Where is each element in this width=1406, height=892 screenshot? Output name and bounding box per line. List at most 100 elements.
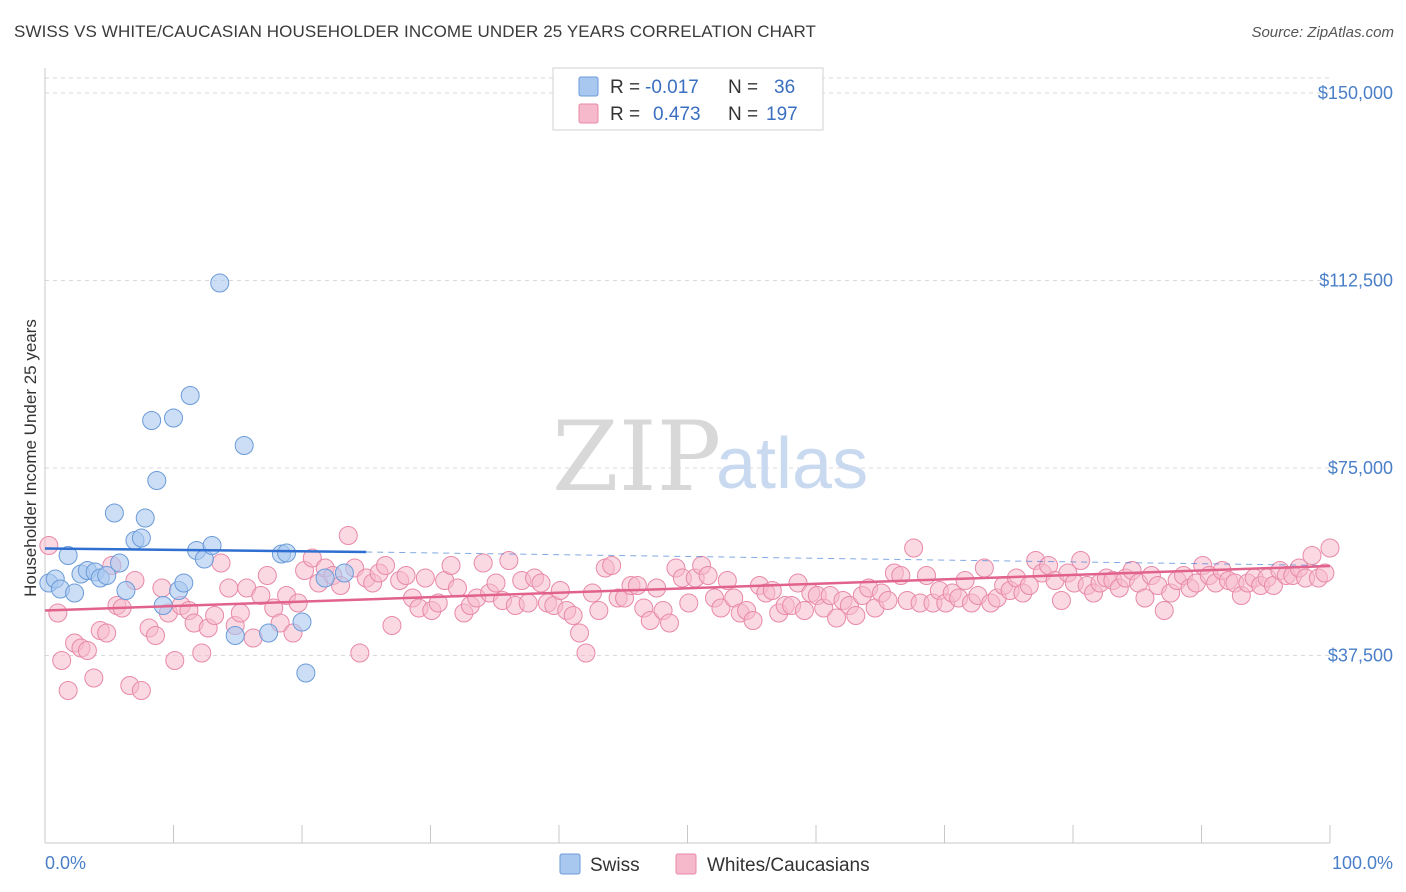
white-point	[563, 606, 583, 625]
white-point	[1154, 601, 1174, 620]
swiss-point	[97, 566, 117, 585]
white-point	[165, 651, 185, 670]
white-point	[846, 606, 866, 625]
swiss-point	[234, 436, 254, 455]
white-point	[974, 558, 994, 578]
white-point	[48, 603, 68, 623]
watermark: ZIP atlas	[552, 401, 868, 513]
y-tick-label: $150,000	[1318, 83, 1393, 103]
x-tick-label-start: 0.0%	[45, 853, 86, 873]
white-point	[473, 553, 493, 573]
white-point	[955, 571, 975, 590]
axes	[44, 68, 1331, 844]
white-point	[396, 566, 416, 585]
swiss-point	[65, 583, 85, 603]
white-point	[717, 571, 737, 590]
white-point	[518, 593, 538, 613]
white-point	[1135, 588, 1155, 608]
legend-n-label-white: N =	[728, 104, 758, 125]
white-point	[52, 651, 72, 670]
white-point	[441, 556, 461, 575]
white-point	[58, 681, 78, 700]
swiss-series-points	[39, 273, 354, 683]
white-point	[211, 553, 231, 573]
legend-swatch-swiss	[578, 76, 599, 97]
bottom-legend-swatch-swiss	[559, 853, 581, 875]
swiss-point	[180, 386, 200, 405]
y-tick-label: $37,500	[1328, 646, 1393, 666]
white-point	[640, 611, 660, 630]
white-point	[205, 606, 225, 625]
white-point	[602, 556, 622, 575]
white-point	[39, 536, 59, 555]
white-point	[131, 681, 151, 700]
swiss-point	[58, 546, 78, 565]
white-point	[499, 551, 519, 570]
swiss-point	[135, 508, 155, 528]
swiss-point	[277, 543, 297, 563]
white-point	[698, 566, 718, 585]
swiss-point	[164, 408, 183, 428]
white-point	[531, 573, 551, 593]
white-point	[486, 573, 506, 593]
white-point	[219, 578, 239, 598]
swiss-point	[142, 411, 162, 430]
y-axis-label: Householder Income Under 25 years	[21, 319, 40, 597]
white-point	[257, 566, 277, 585]
swiss-point	[292, 612, 312, 632]
white-point	[77, 641, 97, 660]
swiss-point	[110, 553, 130, 573]
legend-r-label-swiss: R =	[610, 77, 640, 98]
white-point	[917, 566, 937, 585]
white-point	[794, 601, 814, 620]
bottom-legend: Swiss Whites/Caucasians	[559, 853, 870, 876]
white-point	[660, 613, 680, 633]
chart-source: Source: ZipAtlas.com	[1251, 24, 1394, 41]
x-tick-label-end: 100.0%	[1332, 853, 1393, 873]
white-trendline	[44, 564, 1331, 612]
white-series-points	[39, 526, 1340, 700]
swiss-point	[259, 623, 279, 643]
y-tick-label: $112,500	[1319, 271, 1393, 291]
white-point	[230, 603, 250, 623]
white-point	[743, 611, 763, 630]
white-point	[1302, 546, 1322, 565]
white-point	[382, 616, 402, 635]
white-point	[878, 591, 898, 610]
white-point	[192, 643, 212, 663]
y-tick-label: $75,000	[1328, 458, 1393, 478]
swiss-point	[315, 568, 335, 588]
white-point	[576, 643, 596, 663]
swiss-trendline	[44, 547, 367, 554]
bottom-legend-swatch-white	[675, 853, 697, 875]
white-point	[904, 538, 924, 558]
white-point	[428, 593, 448, 613]
white-point	[711, 598, 731, 618]
bottom-legend-label-swiss: Swiss	[590, 855, 640, 876]
white-point	[376, 556, 396, 575]
legend-r-value-swiss: -0.017	[645, 77, 699, 98]
swiss-point	[202, 536, 222, 555]
swiss-point	[116, 581, 136, 600]
white-point	[827, 608, 847, 628]
swiss-trendline-extension	[366, 551, 1331, 566]
white-point	[1071, 551, 1091, 570]
watermark-atlas: atlas	[716, 424, 868, 504]
white-point	[679, 593, 699, 613]
trendlines	[44, 547, 1331, 612]
legend-r-label-white: R =	[610, 104, 640, 125]
swiss-point	[225, 626, 245, 645]
white-point	[447, 578, 467, 598]
swiss-point	[334, 563, 354, 583]
white-point	[146, 626, 166, 645]
white-point	[1051, 591, 1071, 610]
white-point	[84, 668, 104, 688]
swiss-point	[104, 503, 124, 523]
legend-swatch-white	[578, 103, 599, 124]
swiss-point	[131, 528, 151, 548]
white-point	[97, 623, 117, 643]
bottom-legend-label-white: Whites/Caucasians	[707, 855, 870, 876]
legend-n-value-swiss: 36	[774, 77, 795, 98]
white-point	[338, 526, 358, 545]
legend-n-value-white: 197	[766, 104, 798, 125]
